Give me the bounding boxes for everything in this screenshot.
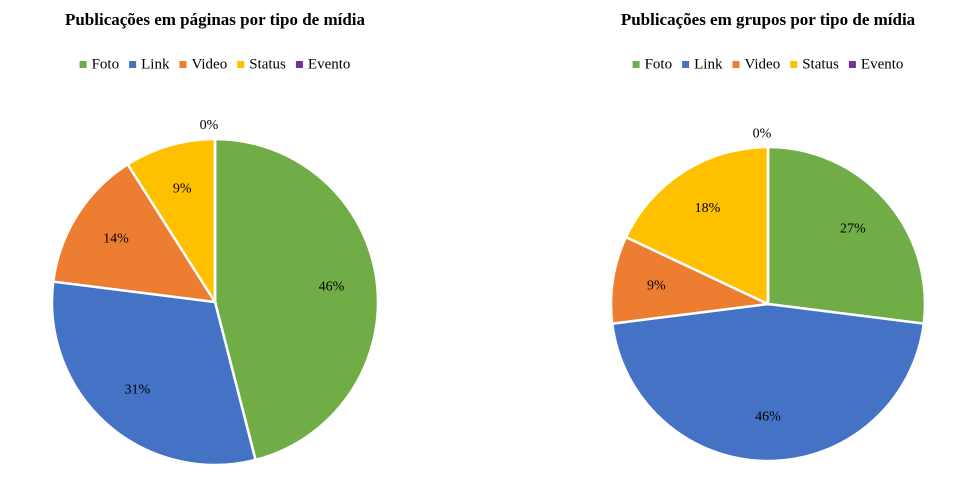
data-label: 0% <box>200 118 219 133</box>
legend-label: Video <box>191 56 227 72</box>
legend-swatch <box>848 61 856 68</box>
pie-slice <box>624 145 770 306</box>
legend-swatch <box>790 61 798 68</box>
legend-swatch <box>732 61 740 68</box>
data-label: 31% <box>125 382 151 397</box>
legend-label: Evento <box>861 56 904 72</box>
data-label: 18% <box>695 201 721 216</box>
legend-label: Foto <box>92 56 120 72</box>
data-label: 46% <box>319 280 345 295</box>
chart-title: Publicações em grupos por tipo de mídia <box>621 10 916 29</box>
data-label: 46% <box>755 409 781 424</box>
legend-swatch <box>682 61 690 68</box>
pie-slice <box>125 137 217 307</box>
legend-label: Video <box>744 56 780 72</box>
data-label: 27% <box>840 221 866 236</box>
data-label: 0% <box>753 127 772 142</box>
legend-label: Foto <box>645 56 673 72</box>
pie-slice <box>609 235 773 326</box>
legend-swatch <box>237 61 245 68</box>
data-label: 9% <box>647 279 666 294</box>
legend-swatch <box>179 61 187 68</box>
legend-swatch <box>79 61 87 68</box>
legend-label: Status <box>802 56 839 72</box>
pie-slice <box>610 302 926 463</box>
legend-label: Evento <box>308 56 351 72</box>
chart-title: Publicações em páginas por tipo de mídia <box>65 10 366 29</box>
data-label: 14% <box>103 231 129 246</box>
pie-slice <box>50 280 258 467</box>
pie-slice <box>766 145 927 326</box>
pie-slice <box>213 137 380 462</box>
legend-swatch <box>295 61 303 68</box>
data-label: 9% <box>173 182 192 197</box>
legend-label: Link <box>141 56 170 72</box>
legend-label: Status <box>249 56 286 72</box>
legend-swatch <box>632 61 640 68</box>
legend-label: Link <box>694 56 723 72</box>
pie-slice <box>51 162 218 304</box>
legend-swatch <box>129 61 137 68</box>
